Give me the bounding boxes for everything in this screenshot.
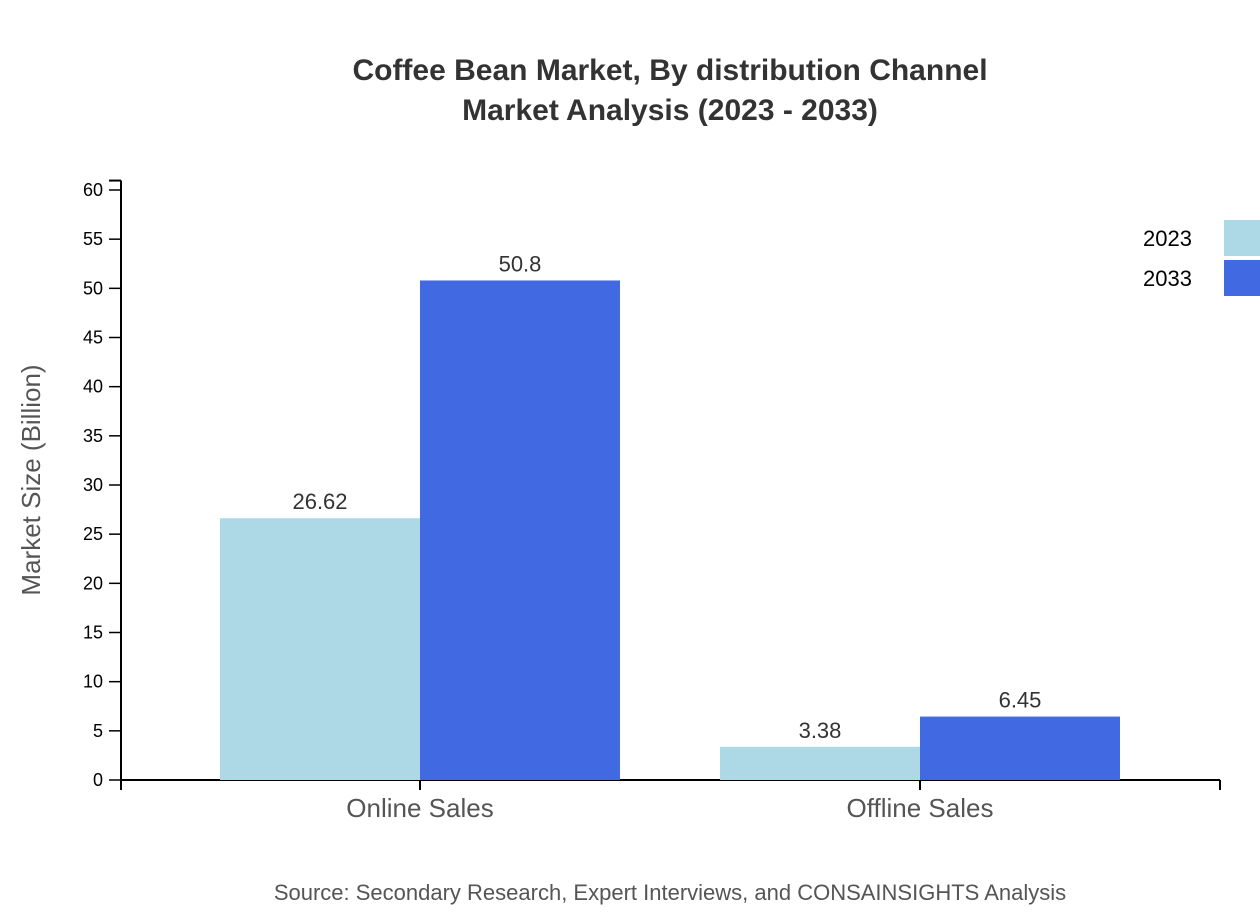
y-tick-label: 45 <box>83 328 103 348</box>
data-label: 26.62 <box>292 489 347 514</box>
y-axis-label: Market Size (Billion) <box>16 364 46 595</box>
chart-title-line-2: Market Analysis (2023 - 2033) <box>462 94 878 127</box>
bars: 26.62 50.8 3.38 6.45 <box>220 251 1120 780</box>
data-label: 3.38 <box>799 718 842 743</box>
y-tick-label: 50 <box>83 278 103 298</box>
y-tick-label: 40 <box>83 377 103 397</box>
y-tick-label: 5 <box>93 721 103 741</box>
legend-label: 2033 <box>1143 266 1192 291</box>
y-tick-label: 20 <box>83 573 103 593</box>
y-tick-label: 60 <box>83 180 103 200</box>
y-axis: 0 5 10 15 20 25 30 35 40 45 50 55 60 <box>83 179 122 790</box>
x-category-label: Offline Sales <box>847 793 994 823</box>
bar-2033 <box>420 280 620 780</box>
data-label: 6.45 <box>999 688 1042 713</box>
y-tick-label: 0 <box>93 770 103 790</box>
y-tick-label: 15 <box>83 623 103 643</box>
bar-2023 <box>720 746 920 780</box>
legend-swatch <box>1224 260 1260 296</box>
legend-swatch <box>1224 220 1260 256</box>
bar-2033 <box>920 716 1120 780</box>
y-tick-label: 25 <box>83 524 103 544</box>
bar-2023 <box>220 518 420 780</box>
x-category-label: Online Sales <box>346 793 493 823</box>
y-tick-label: 35 <box>83 426 103 446</box>
legend-label: 2023 <box>1143 226 1192 251</box>
y-tick-label: 10 <box>83 672 103 692</box>
data-label: 50.8 <box>499 251 542 276</box>
chart-title-line-1: Coffee Bean Market, By distribution Chan… <box>352 54 987 87</box>
y-tick-label: 55 <box>83 229 103 249</box>
y-tick-label: 30 <box>83 475 103 495</box>
source-note: Source: Secondary Research, Expert Inter… <box>274 880 1066 905</box>
x-axis: Online Sales Offline Sales <box>120 779 1221 823</box>
legend: 2023 2033 <box>1143 220 1260 296</box>
